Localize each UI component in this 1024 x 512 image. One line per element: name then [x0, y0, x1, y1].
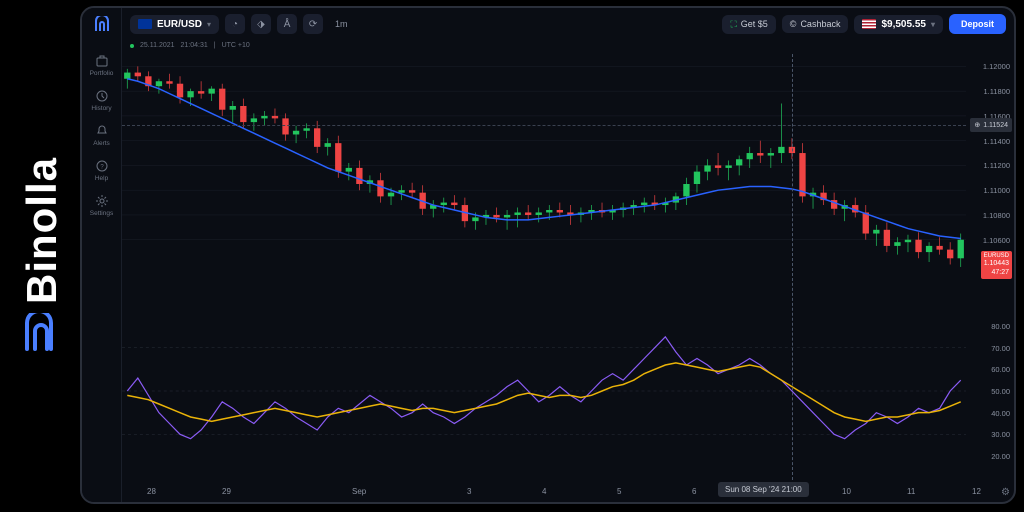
flag-us-icon [862, 19, 876, 29]
crosshair-vertical [792, 54, 793, 480]
tool-clock-icon[interactable]: ◔ [225, 14, 245, 34]
flag-eu-icon [138, 19, 152, 29]
cashback-icon: © [790, 19, 797, 29]
timeframe-selector[interactable]: 1m [329, 16, 354, 32]
deposit-button[interactable]: Deposit [949, 14, 1006, 34]
oscillator-axis[interactable]: 80.0070.0060.0050.0040.0030.0020.00 [966, 326, 1014, 456]
balance-selector[interactable]: $9,505.55▾ [854, 15, 943, 34]
svg-text:?: ? [100, 165, 104, 171]
get-bonus-button[interactable]: ⛶Get $5 [722, 15, 775, 34]
chart-area[interactable]: 25.11.2021 21:04:31 | UTC +10 1.120001.1… [122, 40, 1014, 502]
brand-logo-icon [21, 313, 63, 355]
status-bar: 25.11.2021 21:04:31 | UTC +10 [130, 42, 250, 49]
topbar: EUR/USD ▾ ◔ ⬗ Å ⟳ 1m ⛶Get $5 ©Cashback $… [122, 8, 1014, 40]
tool-indicators-icon[interactable]: ⬗ [251, 14, 271, 34]
sidebar-item-history[interactable]: History [82, 83, 122, 118]
cashback-button[interactable]: ©Cashback [782, 15, 849, 33]
main-chart[interactable] [122, 54, 966, 314]
sidebar-item-alerts[interactable]: Alerts [82, 118, 122, 153]
gift-icon: ⛶ [730, 19, 736, 30]
chevron-down-icon: ▾ [931, 20, 935, 29]
tool-refresh-icon[interactable]: ⟳ [303, 14, 323, 34]
chart-settings-icon[interactable]: ⚙ [1001, 487, 1010, 498]
price-axis[interactable]: 1.120001.118001.116001.114001.112001.110… [966, 54, 1014, 314]
sidebar-item-help[interactable]: ?Help [82, 153, 122, 188]
status-dot-icon [130, 44, 134, 48]
sidebar-item-portfolio[interactable]: Portfolio [82, 48, 122, 83]
pair-selector[interactable]: EUR/USD ▾ [130, 15, 219, 34]
brand-column: Binolla [8, 0, 76, 512]
app-logo-icon[interactable] [93, 16, 111, 34]
crosshair-horizontal [122, 125, 966, 126]
time-axis[interactable]: 2829Sep3456101112Sun 08 Sep '24 21:00 [122, 480, 966, 502]
sidebar: Portfolio History Alerts ?Help Settings [82, 8, 122, 502]
pair-label: EUR/USD [157, 19, 202, 30]
brand-name: Binolla [18, 157, 66, 304]
oscillator-chart[interactable] [122, 326, 966, 456]
chevron-down-icon: ▾ [207, 20, 211, 29]
sidebar-item-settings[interactable]: Settings [82, 188, 122, 223]
tool-drawings-icon[interactable]: Å [277, 14, 297, 34]
app-frame: Portfolio History Alerts ?Help Settings … [80, 6, 1016, 504]
